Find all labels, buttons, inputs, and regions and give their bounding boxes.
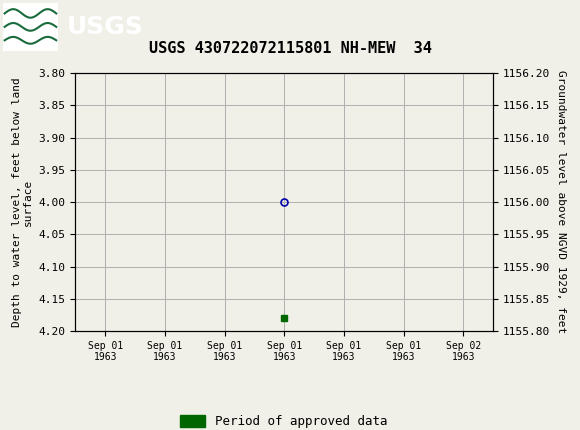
Y-axis label: Groundwater level above NGVD 1929, feet: Groundwater level above NGVD 1929, feet [556,71,566,334]
Text: USGS: USGS [67,15,144,39]
Bar [3,3,58,51]
Legend: Period of approved data: Period of approved data [176,410,393,430]
Y-axis label: Depth to water level, feet below land
surface: Depth to water level, feet below land su… [12,77,33,327]
Text: USGS 430722072115801 NH-MEW  34: USGS 430722072115801 NH-MEW 34 [148,41,432,56]
